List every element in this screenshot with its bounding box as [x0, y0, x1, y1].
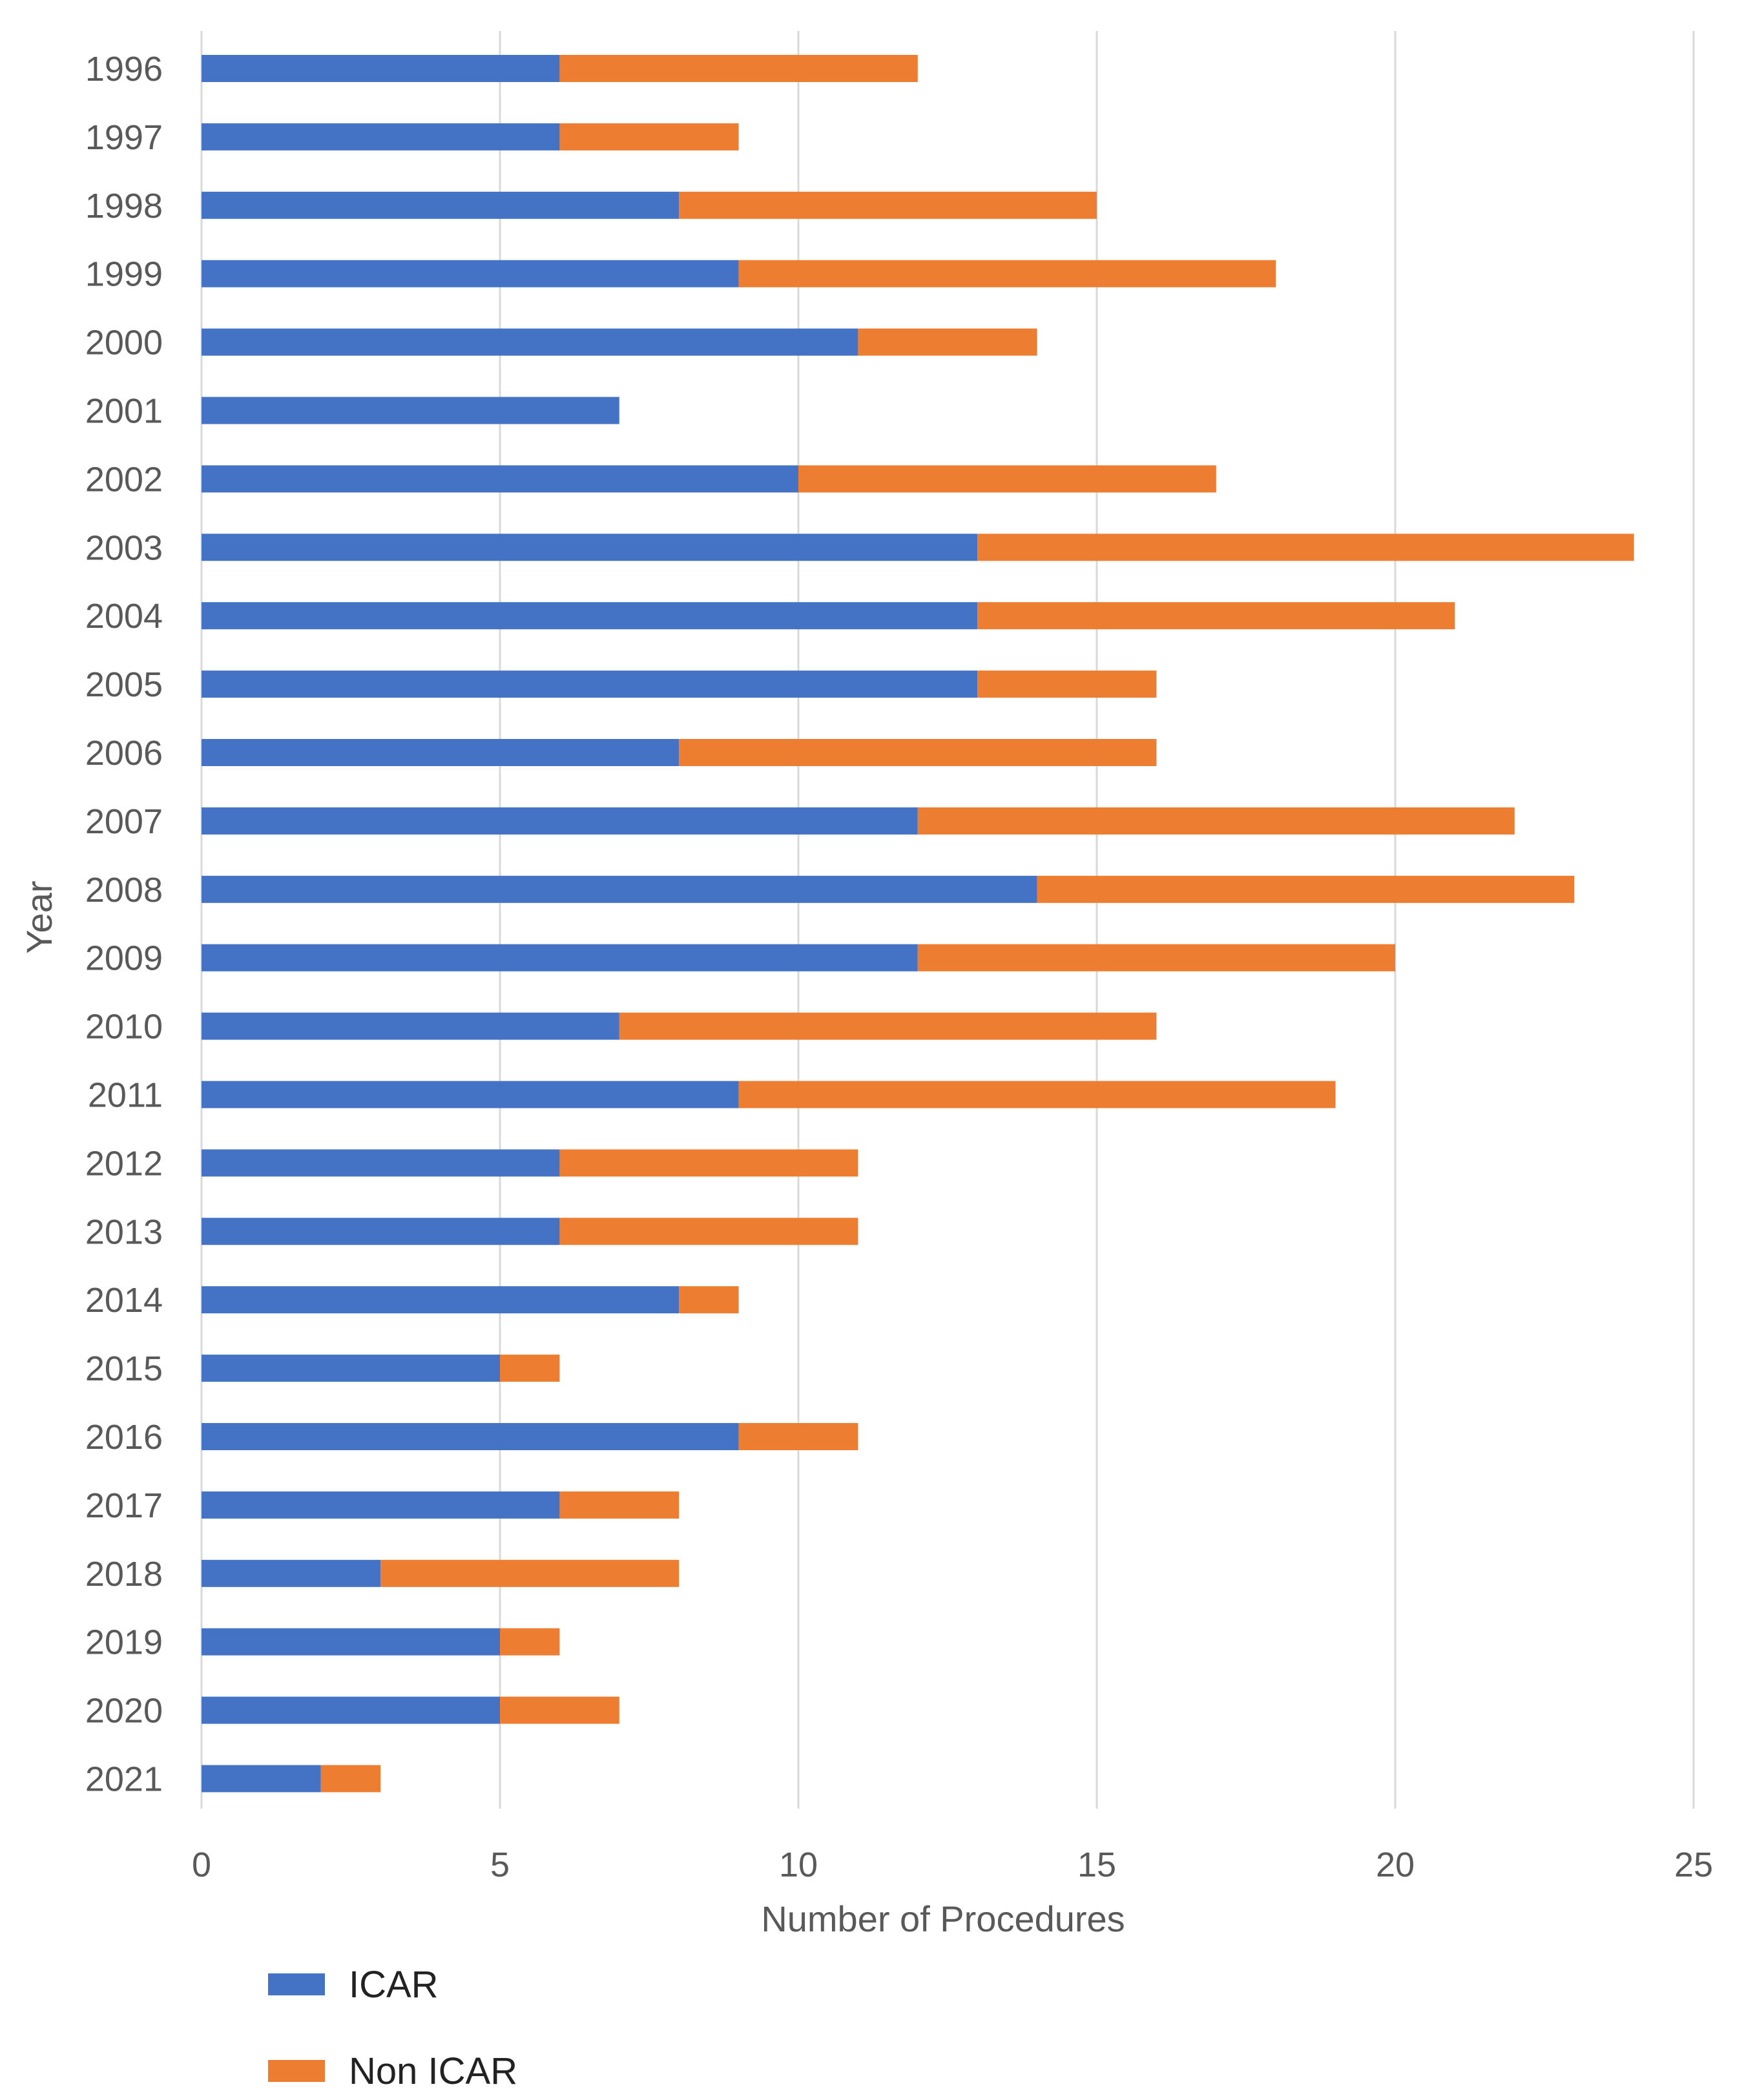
bar-non-icar	[380, 1559, 680, 1587]
bar-non-icar	[500, 1355, 560, 1382]
bar-icar	[202, 602, 978, 630]
bar-icar	[202, 1559, 381, 1587]
bar-non-icar	[738, 1081, 1336, 1108]
y-tick-label: 2021	[85, 1760, 163, 1799]
bar-icar	[202, 260, 739, 287]
y-tick-label: 2013	[85, 1212, 163, 1251]
bar-icar	[202, 1765, 321, 1793]
bar-icar	[202, 875, 1037, 903]
bar-non-icar	[917, 807, 1515, 835]
bar-icar	[202, 671, 978, 698]
bar-non-icar	[977, 602, 1455, 630]
y-tick-label: 2020	[85, 1692, 163, 1731]
y-tick-label: 2015	[85, 1349, 163, 1388]
y-tick-label: 2010	[85, 1008, 163, 1046]
bar-non-icar	[858, 328, 1037, 356]
x-tick-label: 15	[1077, 1845, 1116, 1884]
y-tick-label: 2001	[85, 392, 163, 431]
bar-icar	[202, 807, 918, 835]
bar-icar	[202, 191, 680, 219]
y-tick-label: 2007	[85, 802, 163, 841]
bar-icar	[202, 1081, 739, 1108]
y-tick-label: 1996	[85, 50, 163, 88]
bar-icar	[202, 1149, 560, 1177]
bar-icar	[202, 739, 680, 766]
y-tick-label: 2002	[85, 460, 163, 499]
bar-non-icar	[977, 671, 1157, 698]
legend-swatch-icar	[268, 1973, 325, 1995]
bar-icar	[202, 1696, 500, 1724]
y-tick-label: 1997	[85, 118, 163, 157]
y-tick-label: 1999	[85, 255, 163, 294]
bar-icar	[202, 123, 560, 151]
bar-non-icar	[1037, 875, 1575, 903]
bar-non-icar	[320, 1765, 381, 1793]
y-tick-label: 2018	[85, 1555, 163, 1594]
bar-icar	[202, 944, 918, 972]
y-tick-label: 2004	[85, 597, 163, 636]
bars	[202, 55, 1634, 1793]
bar-non-icar	[559, 55, 918, 82]
y-tick-label: 2014	[85, 1281, 163, 1320]
bar-icar	[202, 465, 798, 493]
bar-non-icar	[738, 1423, 858, 1450]
legend: ICAR Non ICAR	[268, 1964, 517, 2092]
bar-non-icar	[500, 1696, 619, 1724]
legend-label-non-icar: Non ICAR	[349, 2050, 517, 2092]
bar-non-icar	[738, 260, 1276, 287]
x-tick-labels: 0 5 10 15 20 25	[192, 1845, 1713, 1884]
bar-non-icar	[619, 1012, 1157, 1040]
bar-non-icar	[559, 1218, 858, 1245]
gridlines	[200, 31, 1695, 1809]
bar-icar	[202, 1355, 500, 1382]
y-tick-label: 2012	[85, 1144, 163, 1183]
legend-label-icar: ICAR	[349, 1964, 439, 2006]
bar-icar	[202, 1491, 560, 1519]
x-tick-label: 25	[1674, 1845, 1713, 1884]
y-tick-label: 2011	[88, 1076, 163, 1115]
bar-icar	[202, 1012, 619, 1040]
y-tick-label: 2009	[85, 939, 163, 978]
bar-non-icar	[679, 191, 1097, 219]
bar-non-icar	[500, 1628, 560, 1656]
y-tick-label: 2016	[85, 1418, 163, 1457]
bar-icar	[202, 1286, 680, 1314]
y-tick-label: 2006	[85, 734, 163, 773]
bar-icar	[202, 1628, 500, 1656]
x-tick-label: 10	[779, 1845, 818, 1884]
x-tick-label: 0	[192, 1845, 211, 1884]
bar-icar	[202, 534, 978, 561]
y-tick-label: 2000	[85, 324, 163, 362]
x-tick-label: 5	[490, 1845, 510, 1884]
bar-non-icar	[977, 534, 1634, 561]
x-tick-label: 20	[1376, 1845, 1415, 1884]
bar-non-icar	[679, 1286, 739, 1314]
bar-non-icar	[559, 1149, 858, 1177]
y-tick-label: 2017	[85, 1486, 163, 1525]
bar-non-icar	[559, 123, 739, 151]
bar-icar	[202, 1218, 560, 1245]
bar-non-icar	[679, 739, 1157, 766]
bar-icar	[202, 328, 858, 356]
legend-swatch-non-icar	[268, 2060, 325, 2082]
y-tick-labels: 1996 1997 1998 1999 2000 2001 2002 2003 2004 2005…	[85, 50, 163, 1799]
bar-icar	[202, 397, 619, 424]
bar-icar	[202, 55, 560, 82]
bar-non-icar	[917, 944, 1395, 972]
y-tick-label: 2008	[85, 871, 163, 910]
bar-non-icar	[559, 1491, 680, 1519]
bar-icar	[202, 1423, 739, 1450]
y-axis-title: Year	[19, 880, 59, 953]
y-tick-label: 2019	[85, 1623, 163, 1662]
y-tick-label: 1998	[85, 187, 163, 225]
y-tick-label: 2003	[85, 528, 163, 567]
bar-non-icar	[798, 465, 1216, 493]
x-axis-title: Number of Procedures	[761, 1898, 1125, 1939]
y-tick-label: 2005	[85, 665, 163, 704]
